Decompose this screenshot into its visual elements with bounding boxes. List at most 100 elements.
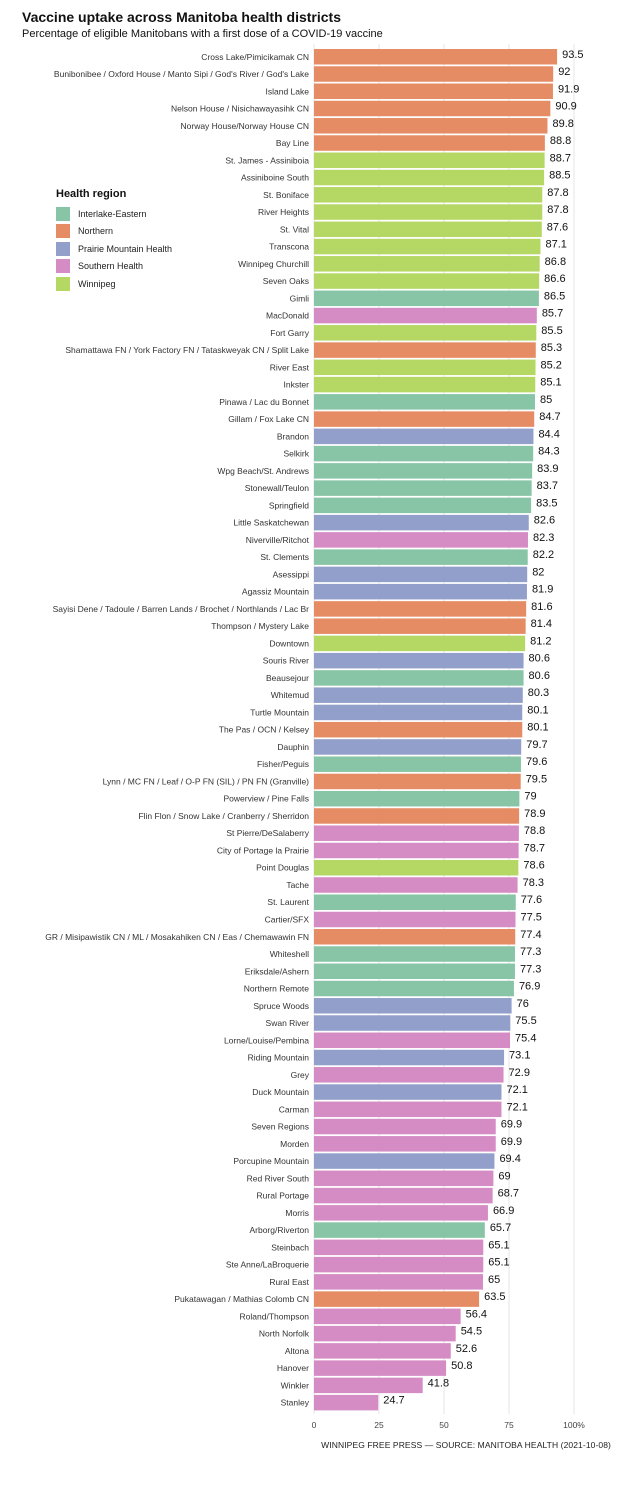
bar [314,601,527,617]
value-label: 77.3 [520,946,541,958]
bar [314,238,541,255]
bar [314,359,536,376]
value-labels: 93.5 92 91.9 90.9 89.8 88.8 88.7 88.5 87.8 87.8 87… [383,49,583,1407]
value-label: 84.3 [538,446,559,458]
bar [314,1394,379,1411]
value-label: 72.1 [506,1101,527,1113]
legend-swatch [56,241,70,256]
bar [314,963,515,980]
bar [314,497,532,514]
category-label: Stonewall/Teulon [245,483,310,493]
category-label: Porcupine Mountain [233,1156,309,1166]
bar [314,1205,488,1221]
value-label: 86.5 [544,290,565,302]
value-label: 82.3 [533,532,554,544]
category-label: Steinbach [271,1242,309,1252]
x-tick-label: 0 [312,1420,317,1430]
bar [314,566,528,583]
value-label: 83.9 [537,463,558,475]
category-label: Carman [279,1104,310,1114]
bar [314,118,548,134]
category-label: Winnipeg Churchill [238,259,309,269]
bar [314,1067,504,1083]
value-label: 79.7 [526,739,547,751]
legend: Health region Interlake-Eastern Northern P… [56,188,172,293]
legend-title: Health region [56,188,127,200]
legend-swatch [56,224,70,239]
bar [314,1239,484,1256]
bar [314,152,545,169]
bar [314,721,523,738]
category-label: Northern Remote [244,984,309,994]
bar [314,83,553,100]
bar [314,859,519,876]
category-label: Flin Flon / Snow Lake / Cranberry / Sher… [138,811,309,821]
value-label: 78.8 [524,825,545,837]
bar [314,998,512,1014]
category-label: Tache [286,880,309,890]
category-label: Thompson / Mystery Lake [211,621,309,631]
bar [314,1274,483,1290]
category-label: St. Laurent [267,897,309,907]
category-label: St. Clements [260,552,309,562]
bar [314,946,515,962]
bar [314,635,526,652]
bar [314,428,534,445]
bar [314,1153,495,1169]
category-label: Downtown [269,638,309,648]
bar [314,1118,496,1135]
category-label: Arborg/Riverton [249,1225,309,1235]
bar [314,911,516,928]
value-label: 77.4 [520,929,541,941]
category-label: Transcona [269,242,309,252]
value-label: 73.1 [509,1050,530,1062]
category-label: Whitemud [271,690,310,700]
value-label: 41.8 [428,1377,449,1389]
value-label: 93.5 [562,49,583,61]
value-label: 65.7 [490,1222,511,1234]
value-label: 77.6 [521,894,542,906]
category-label: Powerview / Pine Falls [223,794,309,804]
value-label: 86.8 [545,256,566,268]
bar [314,376,536,393]
bar [314,842,519,859]
category-label: Nelson House / Nisichawayasihk CN [171,104,309,114]
value-label: 85.5 [541,325,562,337]
category-label: Seven Oaks [263,276,309,286]
bar [314,221,542,238]
value-label: 87.1 [545,239,566,251]
value-label: 78.3 [523,877,544,889]
value-label: 85 [540,394,552,406]
value-label: 69 [498,1170,510,1182]
category-label: Gimli [290,293,309,303]
legend-item: Northern [56,223,172,241]
value-label: 75.5 [515,1015,536,1027]
category-label: Red River South [247,1173,310,1183]
value-label: 80.1 [527,704,548,716]
value-label: 66.9 [493,1205,514,1217]
legend-item: Southern Health [56,258,172,276]
value-label: 72.1 [506,1084,527,1096]
value-label: 52.6 [456,1343,477,1355]
bar [314,169,545,186]
value-label: 68.7 [498,1188,519,1200]
value-label: 88.7 [550,152,571,164]
value-label: 85.7 [542,308,563,320]
category-label: Agassiz Mountain [242,587,309,597]
category-label: North Norfolk [259,1329,310,1339]
legend-item: Prairie Mountain Health [56,240,172,258]
value-label: 81.4 [531,618,552,630]
value-label: 80.1 [527,722,548,734]
value-label: 83.7 [537,480,558,492]
category-label: Whiteshell [270,949,309,959]
legend-swatch [56,259,70,274]
value-label: 69.9 [501,1119,522,1131]
bar [314,394,535,410]
value-label: 87.6 [547,221,568,233]
value-label: 86.6 [544,273,565,285]
legend-label: Prairie Mountain Health [78,243,173,254]
value-label: 89.8 [552,118,573,130]
bar [314,980,514,997]
bar [314,514,529,531]
bar [314,773,521,790]
